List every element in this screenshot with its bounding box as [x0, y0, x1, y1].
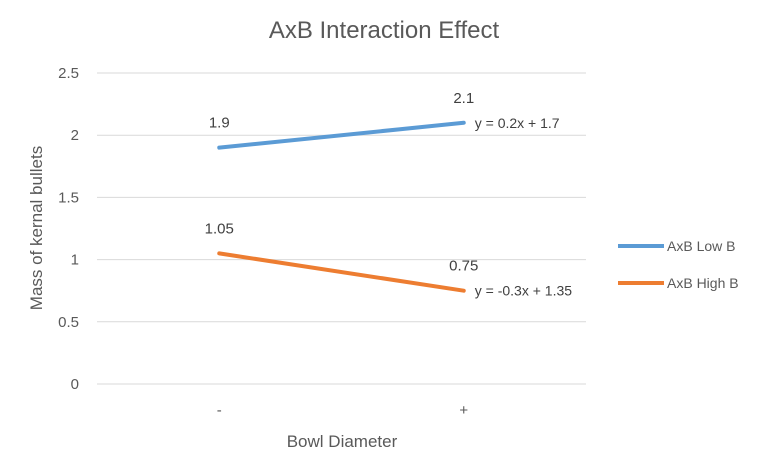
trendline-equation: y = -0.3x + 1.35 — [475, 283, 572, 299]
y-tick-label: 0.5 — [58, 314, 79, 331]
x-tick-label: - — [217, 402, 222, 419]
legend: AxB Low B AxB High B — [618, 238, 739, 291]
data-label: 1.05 — [205, 220, 234, 237]
x-axis-title: Bowl Diameter — [287, 432, 398, 451]
data-label: 2.1 — [453, 90, 474, 107]
series-line — [217, 120, 466, 150]
y-tick-label: 1.5 — [58, 189, 79, 206]
series-line — [217, 251, 466, 293]
y-axis-title: Mass of kernal bullets — [27, 146, 46, 310]
chart-title: AxB Interaction Effect — [269, 17, 500, 44]
trendline-equation: y = 0.2x + 1.7 — [475, 115, 560, 131]
data-label: 1.9 — [209, 115, 230, 132]
data-label: 0.75 — [449, 258, 478, 275]
series-lines — [217, 120, 466, 293]
y-tick-label: 2.5 — [58, 65, 79, 82]
x-tick-label: + — [459, 402, 468, 419]
y-axis-ticks: 0 0.5 1 1.5 2 2.5 — [58, 65, 79, 393]
x-axis-ticks: - + — [217, 402, 469, 419]
y-tick-label: 2 — [71, 127, 79, 144]
data-labels: 1.9 2.1y = 0.2x + 1.7 1.05 0.75 y = -0.3x + … — [205, 90, 573, 299]
legend-label: AxB High B — [667, 275, 739, 291]
y-tick-label: 1 — [71, 252, 79, 269]
y-tick-label: 0 — [71, 376, 79, 393]
legend-label: AxB Low B — [667, 238, 735, 254]
